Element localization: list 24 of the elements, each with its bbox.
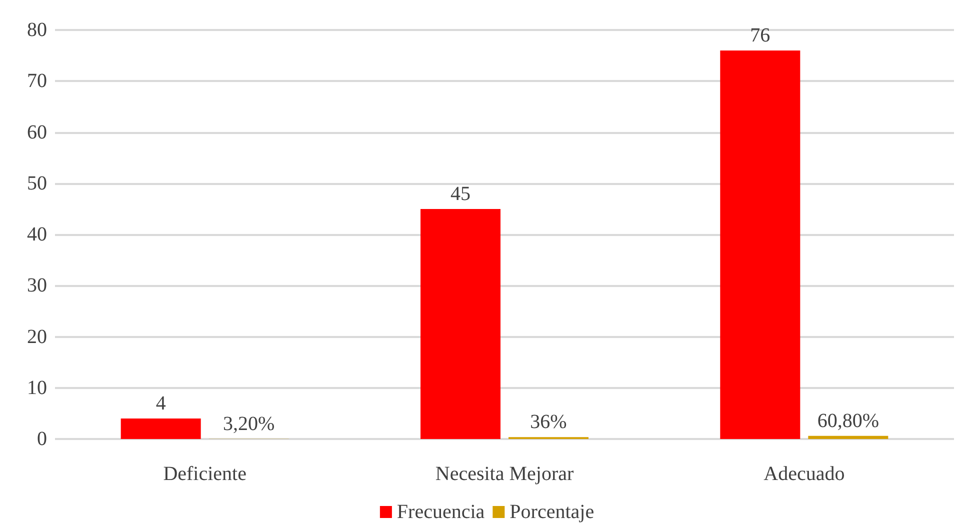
y-tick-label: 70 — [27, 70, 47, 92]
y-tick-label: 60 — [27, 121, 47, 144]
y-tick-label: 20 — [27, 326, 47, 348]
x-tick-label: Deficiente — [163, 463, 247, 485]
data-label: 4 — [156, 392, 166, 415]
data-label: 36% — [530, 411, 567, 434]
x-tick-label: Necesita Mejorar — [435, 463, 574, 485]
bar — [720, 50, 800, 439]
y-tick-label: 30 — [27, 274, 47, 297]
y-tick-label: 40 — [27, 224, 47, 246]
x-tick-label: Adecuado — [764, 463, 845, 485]
data-label: 76 — [750, 24, 770, 46]
legend-label: Frecuencia — [396, 501, 485, 523]
bar — [420, 208, 500, 439]
data-label: 45 — [450, 182, 470, 205]
y-tick-label: 10 — [27, 376, 47, 399]
y-tick-label: 80 — [27, 19, 47, 41]
data-label: 60,80% — [817, 410, 880, 432]
y-tick-label: 0 — [37, 428, 47, 450]
legend-label: Porcentaje — [510, 501, 594, 523]
bar — [808, 436, 888, 439]
y-tick-label: 50 — [27, 172, 47, 194]
data-label: 3,20% — [222, 412, 275, 435]
bar — [120, 418, 201, 439]
